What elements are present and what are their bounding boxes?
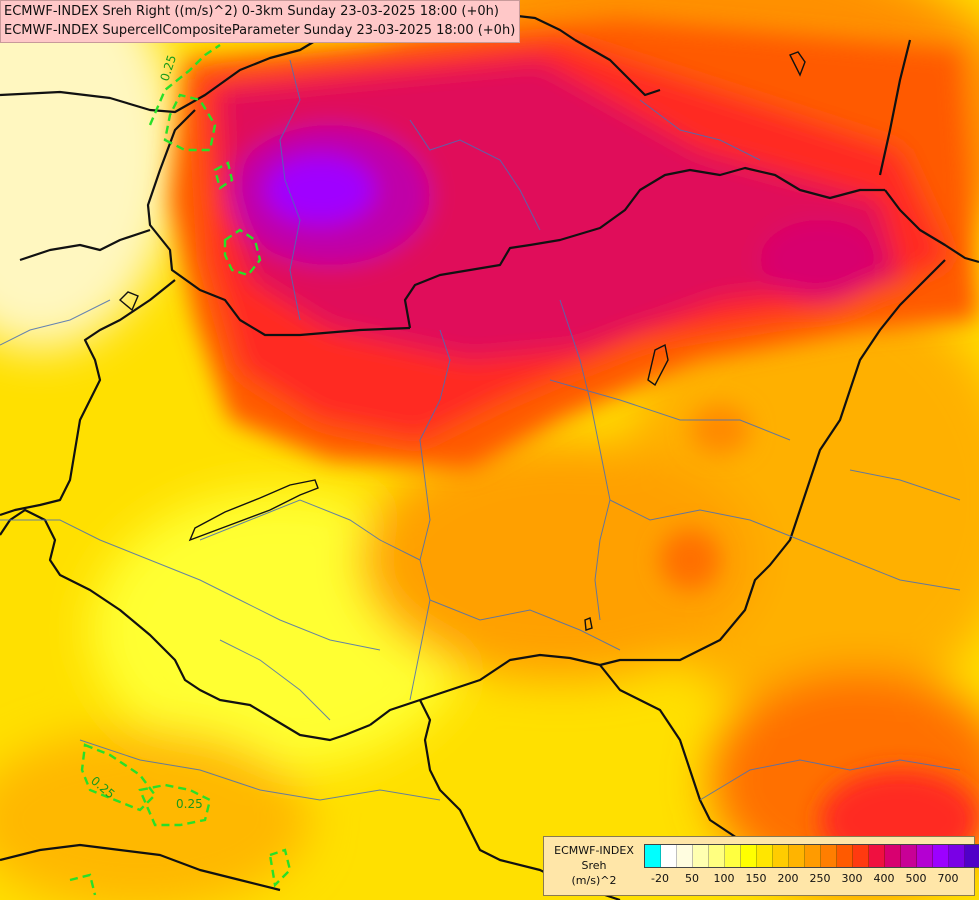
- title-line-scp: ECMWF-INDEX SupercellCompositeParameter …: [4, 23, 516, 38]
- color-legend: ECMWF-INDEX Sreh (m/s)^2 -20 50 100 150 200 2…: [543, 836, 979, 896]
- legend-tick-label: 400: [873, 872, 895, 885]
- scp-label-south: 0.25: [176, 797, 203, 811]
- legend-swatch: [677, 845, 693, 867]
- legend-color-bar: [644, 844, 979, 868]
- legend-tick-label: 200: [777, 872, 799, 885]
- lakes: [118, 51, 806, 631]
- legend-swatch: [869, 845, 885, 867]
- rivers-and-regions: [0, 59, 961, 801]
- legend-tick-label: 500: [905, 872, 927, 885]
- legend-tick-label: 50: [685, 872, 699, 885]
- legend-swatch: [661, 845, 677, 867]
- legend-tick-label: 250: [809, 872, 831, 885]
- legend-tick-label: 150: [745, 872, 767, 885]
- legend-tick-label: -20: [651, 872, 669, 885]
- legend-swatch: [901, 845, 917, 867]
- legend-swatch: [965, 845, 979, 867]
- scp-contours: [69, 44, 292, 896]
- legend-tick-label: 100: [713, 872, 735, 885]
- legend-swatch: [821, 845, 837, 867]
- legend-swatch: [853, 845, 869, 867]
- legend-swatch: [725, 845, 741, 867]
- legend-swatch: [645, 845, 661, 867]
- legend-name: ECMWF-INDEX Sreh (m/s)^2: [554, 844, 634, 887]
- legend-tick-label: 300: [841, 872, 863, 885]
- legend-swatch: [773, 845, 789, 867]
- map-title: ECMWF-INDEX Sreh Right ((m/s)^2) 0-3km S…: [0, 0, 521, 43]
- legend-swatch: [949, 845, 965, 867]
- legend-swatch: [837, 845, 853, 867]
- title-line-sreh: ECMWF-INDEX Sreh Right ((m/s)^2) 0-3km S…: [4, 4, 499, 19]
- legend-swatch: [805, 845, 821, 867]
- legend-swatch: [709, 845, 725, 867]
- legend-swatch: [693, 845, 709, 867]
- legend-tick-label: 700: [937, 872, 959, 885]
- legend-swatch: [789, 845, 805, 867]
- legend-swatch: [757, 845, 773, 867]
- legend-swatch: [885, 845, 901, 867]
- legend-swatch: [933, 845, 949, 867]
- legend-swatch: [741, 845, 757, 867]
- legend-ticks: -20 50 100 150 200 250 300 400 500 700: [644, 872, 974, 888]
- legend-swatch: [917, 845, 933, 867]
